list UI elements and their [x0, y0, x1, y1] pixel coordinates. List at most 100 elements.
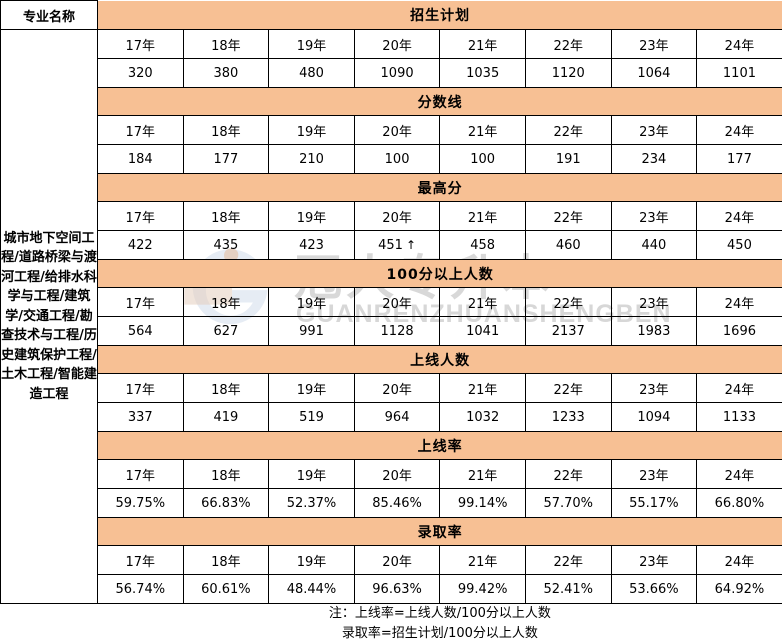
year-header-23年: 23年 [611, 30, 697, 59]
year-header-22年: 22年 [525, 202, 611, 231]
data-cell: 66.83% [183, 489, 269, 518]
year-header-22年: 22年 [525, 374, 611, 403]
year-header-18年: 18年 [183, 288, 269, 317]
data-cell: 423 [269, 231, 355, 260]
year-header-23年: 23年 [611, 460, 697, 489]
data-cell: 1233 [525, 403, 611, 432]
section-row: 分数线 [1, 88, 782, 116]
year-header-row: 城市地下空间工程/道路桥梁与渡河工程/给排水科学与工程/建筑学/交通工程/勘查技… [1, 30, 782, 59]
section-title-5: 上线率 [98, 432, 782, 460]
data-cell: 991 [269, 317, 355, 346]
data-cell: 177 [697, 145, 782, 174]
year-header-22年: 22年 [525, 30, 611, 59]
data-cell: 1032 [440, 403, 526, 432]
data-cell: 519 [269, 403, 355, 432]
year-header-24年: 24年 [697, 546, 782, 575]
data-cell: 1035 [440, 59, 526, 88]
data-cell: 1064 [611, 59, 697, 88]
data-cell: 56.74% [98, 575, 184, 604]
year-header-17年: 17年 [98, 546, 184, 575]
data-cell: 99.14% [440, 489, 526, 518]
data-cell: 964 [354, 403, 440, 432]
data-cell: 66.80% [697, 489, 782, 518]
year-header-19年: 19年 [269, 546, 355, 575]
year-header-19年: 19年 [269, 202, 355, 231]
data-cell: 1120 [525, 59, 611, 88]
year-header-21年: 21年 [440, 546, 526, 575]
year-header-24年: 24年 [697, 116, 782, 145]
data-cell: 85.46% [354, 489, 440, 518]
data-cell: 64.92% [697, 575, 782, 604]
data-cell: 96.63% [354, 575, 440, 604]
major-name-cell: 城市地下空间工程/道路桥梁与渡河工程/给排水科学与工程/建筑学/交通工程/勘查技… [1, 30, 98, 604]
year-header-19年: 19年 [269, 374, 355, 403]
data-cell: 1094 [611, 403, 697, 432]
year-header-21年: 21年 [440, 460, 526, 489]
footer-note-line-1: 注：上线率=上线人数/100分以上人数 [98, 604, 782, 624]
data-cell: 210 [269, 145, 355, 174]
data-cell: 59.75% [98, 489, 184, 518]
data-cell: 450 [697, 231, 782, 260]
up-arrow-icon: ↑ [406, 238, 416, 252]
data-cell: 53.66% [611, 575, 697, 604]
year-header-22年: 22年 [525, 288, 611, 317]
year-header-20年: 20年 [354, 30, 440, 59]
year-header-23年: 23年 [611, 546, 697, 575]
year-header-20年: 20年 [354, 374, 440, 403]
year-header-21年: 21年 [440, 30, 526, 59]
data-cell: 627 [183, 317, 269, 346]
year-header-20年: 20年 [354, 460, 440, 489]
data-cell: 2137 [525, 317, 611, 346]
data-cell: 1101 [697, 59, 782, 88]
section-row: 上线率 [1, 432, 782, 460]
data-cell: 1128 [354, 317, 440, 346]
data-cell: 1983 [611, 317, 697, 346]
year-header-18年: 18年 [183, 202, 269, 231]
year-header-24年: 24年 [697, 288, 782, 317]
section-title-1: 分数线 [98, 88, 782, 116]
data-cell: 1041 [440, 317, 526, 346]
data-cell: 52.37% [269, 489, 355, 518]
section-row: 100分以上人数 [1, 260, 782, 288]
section-title-3: 100分以上人数 [98, 260, 782, 288]
data-cell: 320 [98, 59, 184, 88]
year-header-21年: 21年 [440, 288, 526, 317]
data-cell: 191 [525, 145, 611, 174]
data-cell: 337 [98, 403, 184, 432]
data-cell: 57.70% [525, 489, 611, 518]
data-cell: 564 [98, 317, 184, 346]
data-cell: 1696 [697, 317, 782, 346]
year-header-21年: 21年 [440, 202, 526, 231]
data-cell: 184 [98, 145, 184, 174]
section-row: 最高分 [1, 174, 782, 202]
data-cell: 480 [269, 59, 355, 88]
data-cell: 100 [354, 145, 440, 174]
data-cell: 458 [440, 231, 526, 260]
data-cell: 380 [183, 59, 269, 88]
data-cell: 1133 [697, 403, 782, 432]
year-header-17年: 17年 [98, 288, 184, 317]
data-cell: 48.44% [269, 575, 355, 604]
data-cell: 460 [525, 231, 611, 260]
section-title-6: 录取率 [98, 518, 782, 546]
year-header-17年: 17年 [98, 374, 184, 403]
data-cell: 55.17% [611, 489, 697, 518]
year-header-19年: 19年 [269, 30, 355, 59]
year-header-23年: 23年 [611, 374, 697, 403]
name-column-header: 专业名称 [1, 1, 98, 30]
data-cell: 52.41% [525, 575, 611, 604]
year-header-19年: 19年 [269, 116, 355, 145]
